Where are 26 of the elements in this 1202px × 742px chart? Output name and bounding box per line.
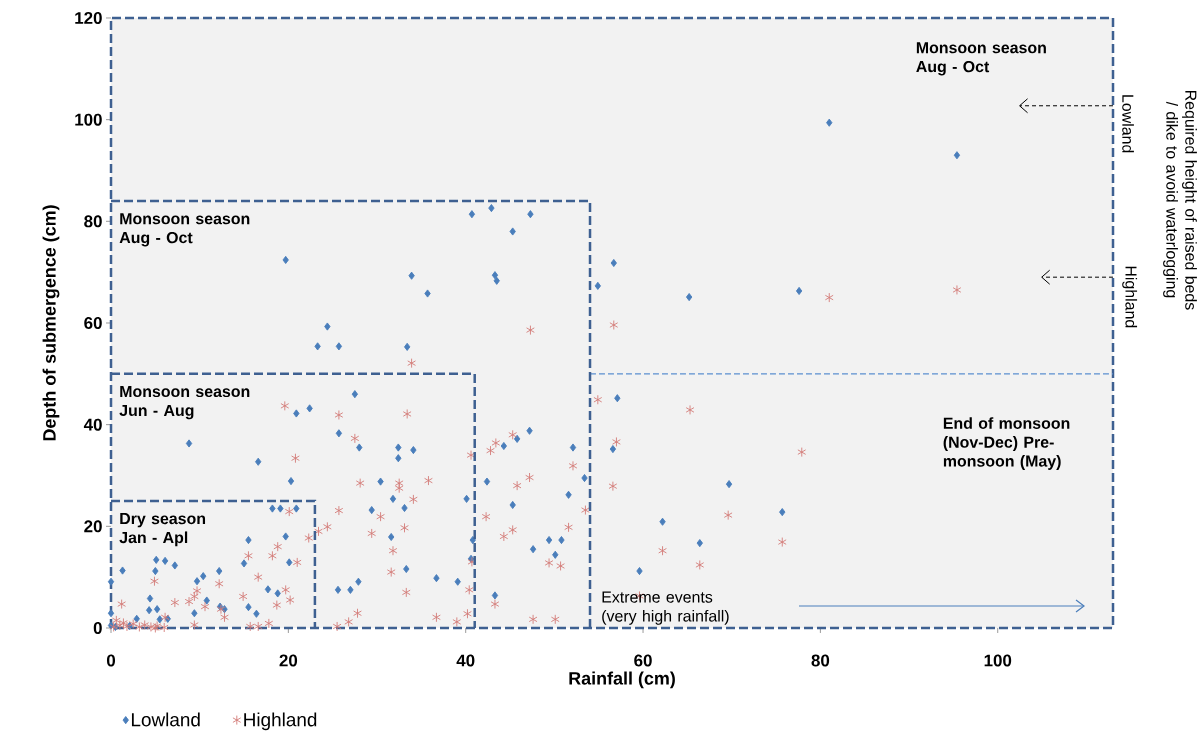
annotation: Monsoon season Aug - Oct — [119, 213, 250, 247]
y-tick-label: 60 — [84, 316, 102, 329]
x-tick-label: 0 — [106, 654, 116, 667]
text: Required height of raised beds / dike to avoid waterlogging — [1163, 90, 1197, 310]
y-tick-label: 120 — [75, 11, 102, 24]
annotation: End of monsoon (Nov-Dec) Pre-monsoon (May) — [943, 417, 1070, 470]
x-tick-label: 80 — [811, 654, 830, 667]
annotation: Monsoon season Aug - Oct — [916, 42, 1046, 76]
text: Lowland — [1122, 95, 1134, 153]
y-tick-label: 0 — [93, 621, 102, 634]
annotation: Extreme events (very high rainfall) — [602, 591, 729, 625]
y-axis-title: Depth of submergence (cm) — [42, 205, 60, 441]
y-tick-label: 20 — [84, 520, 102, 533]
x-tick-label: 20 — [279, 654, 298, 667]
text: Highland — [1122, 266, 1138, 328]
y-tick-label: 40 — [83, 418, 102, 431]
annotation: Dry season Jan - Apl — [119, 513, 206, 547]
x-tick-label: 40 — [456, 654, 475, 667]
x-tick-label: 100 — [984, 654, 1012, 667]
x-axis-title: Rainfall (cm) — [569, 671, 675, 689]
legend-label: Lowland — [131, 712, 200, 727]
y-tick-label: 80 — [84, 215, 102, 228]
legend-label: Highland — [244, 712, 317, 731]
y-tick-label: 100 — [75, 113, 102, 126]
annotation: Monsoon season Jun - Aug — [119, 385, 250, 420]
x-tick-label: 60 — [634, 654, 652, 667]
